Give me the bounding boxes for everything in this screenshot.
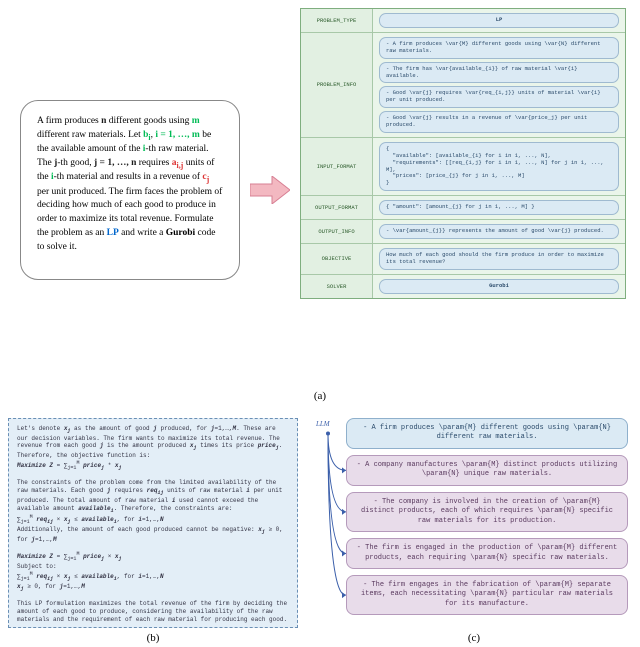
row-content: - A firm produces \var{M} different good… xyxy=(373,33,625,137)
variant-pill: - The firm is engaged in the production … xyxy=(346,538,628,569)
table-row: SOLVER Gurobi xyxy=(301,275,625,298)
caption-b: (b) xyxy=(8,632,298,644)
row-label: OBJECTIVE xyxy=(301,244,373,274)
panel-a: A firm produces n different goods using … xyxy=(0,0,640,408)
prompt-box: A firm produces n different goods using … xyxy=(20,100,240,280)
row-content: { "available": [available_{i} for i in 1… xyxy=(373,138,625,195)
row-content: { "amount": [amount_{j} for j in 1, ...,… xyxy=(373,196,625,219)
info-pill: Gurobi xyxy=(379,279,619,294)
row-content: LP xyxy=(373,9,625,32)
table-row: INPUT_FORMAT{ "available": [available_{i… xyxy=(301,138,625,196)
info-pill: How much of each good should the firm pr… xyxy=(379,248,619,270)
variant-pill: - The company is involved in the creatio… xyxy=(346,492,628,532)
variant-pill: - A firm produces \param{M} different go… xyxy=(346,418,628,449)
caption-c: (c) xyxy=(316,632,632,644)
info-pill: - \var{amount_{j}} represents the amount… xyxy=(379,224,619,239)
row-content: Gurobi xyxy=(373,275,625,298)
table-row: PROBLEM_INFO - A firm produces \var{M} di… xyxy=(301,33,625,138)
info-pill: LP xyxy=(379,13,619,28)
info-pill: - The firm has \var{available_{i}} of ra… xyxy=(379,62,619,84)
row-label: SOLVER xyxy=(301,275,373,298)
row-label: INPUT_FORMAT xyxy=(301,138,373,195)
variant-pill: - A company manufactures \param{M} disti… xyxy=(346,455,628,486)
caption-a: (a) xyxy=(0,390,640,402)
variant-list: - A firm produces \param{M} different go… xyxy=(346,418,628,615)
arrow-icon xyxy=(250,176,290,204)
row-label: PROBLEM_TYPE xyxy=(301,9,373,32)
row-label: OUTPUT_INFO xyxy=(301,220,373,243)
panel-b: Let's denote xj as the amount of good j … xyxy=(8,418,298,628)
info-pill: { "amount": [amount_{j} for j in 1, ...,… xyxy=(379,200,619,215)
info-pill: - Good \var{j} results in a revenue of \… xyxy=(379,111,619,133)
row-label: PROBLEM_INFO xyxy=(301,33,373,137)
info-pill: - Good \var{j} requires \var{req_{i,j}} … xyxy=(379,86,619,108)
structured-table: PROBLEM_TYPE LP PROBLEM_INFO - A firm produ… xyxy=(300,8,626,299)
table-row: OBJECTIVE How much of each good should th… xyxy=(301,244,625,275)
variant-pill: - The firm engages in the fabrication of… xyxy=(346,575,628,615)
table-row: PROBLEM_TYPE LP xyxy=(301,9,625,33)
info-pill: { "available": [available_{i} for i in 1… xyxy=(379,142,619,191)
table-row: OUTPUT_INFO - \var{amount_{j}} represents… xyxy=(301,220,625,244)
table-row: OUTPUT_FORMAT { "amount": [amount_{j} for… xyxy=(301,196,625,220)
row-content: - \var{amount_{j}} represents the amount… xyxy=(373,220,625,243)
panel-c: LLM - A firm produces \param{M} differen… xyxy=(316,416,632,628)
row-label: OUTPUT_FORMAT xyxy=(301,196,373,219)
row-content: How much of each good should the firm pr… xyxy=(373,244,625,274)
info-pill: - A firm produces \var{M} different good… xyxy=(379,37,619,59)
